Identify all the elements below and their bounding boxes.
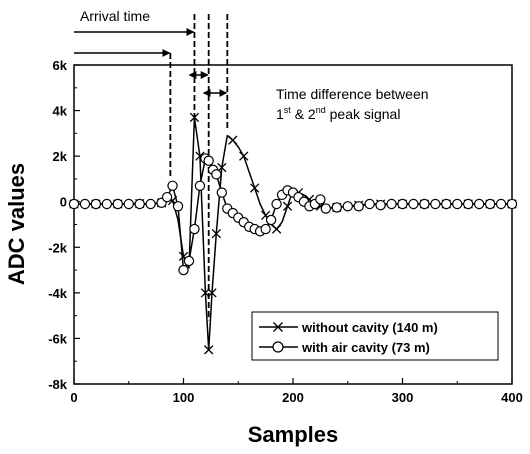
point-circle	[375, 199, 386, 211]
point-circle	[161, 191, 173, 203]
point-circle	[397, 198, 408, 210]
point-circle	[463, 198, 474, 210]
legend-label-without-cavity: without cavity (140 m)	[301, 320, 438, 335]
legend-label-with-air-cavity: with air cavity (73 m)	[301, 340, 430, 355]
point-circle	[79, 198, 91, 210]
point-circle	[194, 180, 206, 191]
point-x	[250, 183, 260, 193]
point-x	[282, 201, 293, 211]
y-tick-label: -4k	[48, 286, 68, 301]
x-tick-label: 200	[282, 390, 304, 405]
point-circle	[260, 223, 271, 235]
point-x	[189, 112, 200, 123]
point-x	[271, 224, 282, 234]
legend: without cavity (140 m) with air cavity (…	[251, 311, 499, 361]
point-circle	[364, 198, 375, 210]
y-axis-title: ADC values	[4, 163, 29, 285]
time-diff-label-line2: 1st & 2nd peak signal	[276, 105, 400, 122]
point-x	[200, 288, 211, 298]
y-tick-label: -8k	[48, 377, 68, 392]
point-circle	[419, 198, 430, 210]
point-circle	[271, 198, 282, 210]
point-x	[204, 345, 214, 355]
arrival-time-label: Arrival time	[80, 8, 150, 24]
point-circle	[265, 214, 277, 226]
point-circle	[112, 198, 124, 210]
y-tick-label: 4k	[53, 104, 68, 119]
point-circle	[484, 198, 496, 210]
point-circle	[178, 264, 189, 276]
point-circle	[452, 198, 463, 210]
ticks-layer: 0 100 200 300 400 6k 4k 2k 0 -2k -4k -6k -8k	[48, 58, 523, 405]
point-x	[207, 288, 217, 298]
point-circle	[123, 198, 134, 210]
x-tick-label: 100	[173, 390, 195, 405]
legend-box	[251, 311, 499, 361]
time-diff-post: peak signal	[326, 106, 401, 122]
y-tick-label: 0	[60, 195, 67, 210]
point-circle	[189, 223, 200, 235]
point-circle	[430, 198, 441, 210]
x-tick-label: 400	[501, 390, 523, 405]
point-circle	[68, 198, 80, 210]
x-tick-label: 300	[392, 390, 414, 405]
point-circle	[216, 187, 228, 198]
time-diff-st: st	[284, 105, 292, 115]
point-circle	[145, 198, 156, 210]
point-circle	[203, 155, 214, 166]
series-line-with-air-cavity	[74, 157, 512, 271]
x-tick-label: 0	[70, 390, 77, 405]
point-circle	[315, 194, 326, 205]
y-tick-label: 6k	[53, 58, 68, 73]
point-circle	[473, 198, 485, 210]
series-layer	[68, 112, 518, 355]
point-circle	[320, 203, 332, 214]
time-diff-nd: nd	[316, 105, 326, 115]
y-tick-label: -6k	[48, 331, 68, 346]
point-x	[228, 135, 238, 145]
point-circle	[386, 198, 397, 210]
legend-marker-x	[273, 322, 283, 332]
point-circle	[441, 198, 452, 210]
point-circle	[167, 180, 178, 191]
point-circle	[331, 202, 342, 213]
point-circle	[183, 255, 195, 267]
point-x	[211, 228, 222, 239]
point-circle	[134, 198, 145, 210]
point-circle	[495, 198, 507, 210]
point-circle	[342, 201, 353, 212]
time-diff-label-line1: Time difference between	[276, 86, 429, 102]
time-diff-mid: & 2	[291, 106, 316, 122]
y-tick-label: 2k	[53, 149, 68, 164]
point-circle	[172, 201, 184, 212]
point-circle	[101, 198, 113, 210]
point-circle	[90, 198, 102, 210]
x-axis-title: Samples	[248, 422, 339, 447]
time-diff-1: 1	[276, 106, 284, 122]
y-tick-label: -2k	[48, 240, 68, 255]
legend-marker-o	[272, 341, 284, 353]
point-x	[239, 151, 249, 161]
point-circle	[506, 198, 518, 210]
point-circle	[211, 169, 222, 180]
point-circle	[408, 198, 419, 210]
point-circle	[353, 201, 364, 212]
